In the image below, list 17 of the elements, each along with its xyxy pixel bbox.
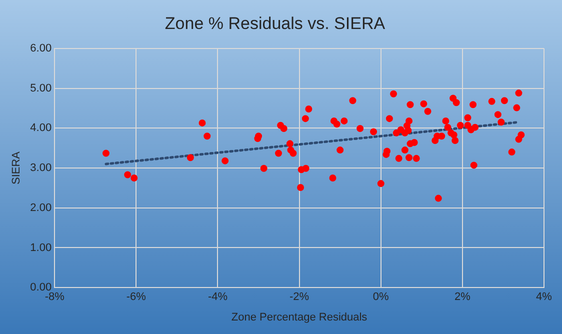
x-tick-label: 2% (454, 291, 471, 304)
chart-title: Zone % Residuals vs. SIERA (164, 14, 386, 33)
y-tick-label: 3.00 (30, 162, 52, 174)
y-axis-title: SIERA (10, 150, 23, 185)
x-tick-label: -6% (126, 291, 146, 304)
x-tick-label: -4% (208, 291, 228, 304)
y-tick-label: 6.00 (30, 42, 52, 54)
y-tick-label: 0.00 (30, 282, 52, 294)
x-tick-label: 0% (372, 291, 390, 304)
y-tick-label: 4.00 (30, 122, 52, 134)
y-tick-label: 5.00 (30, 82, 52, 94)
x-tick-label: -8% (44, 291, 65, 304)
y-tick-label: 2.00 (30, 202, 52, 214)
y-tick-label: 1.00 (30, 242, 52, 254)
x-axis-title: Zone Percentage Residuals (231, 311, 368, 324)
x-tick-label: 4% (536, 291, 552, 304)
x-tick-label: -2% (290, 291, 310, 304)
